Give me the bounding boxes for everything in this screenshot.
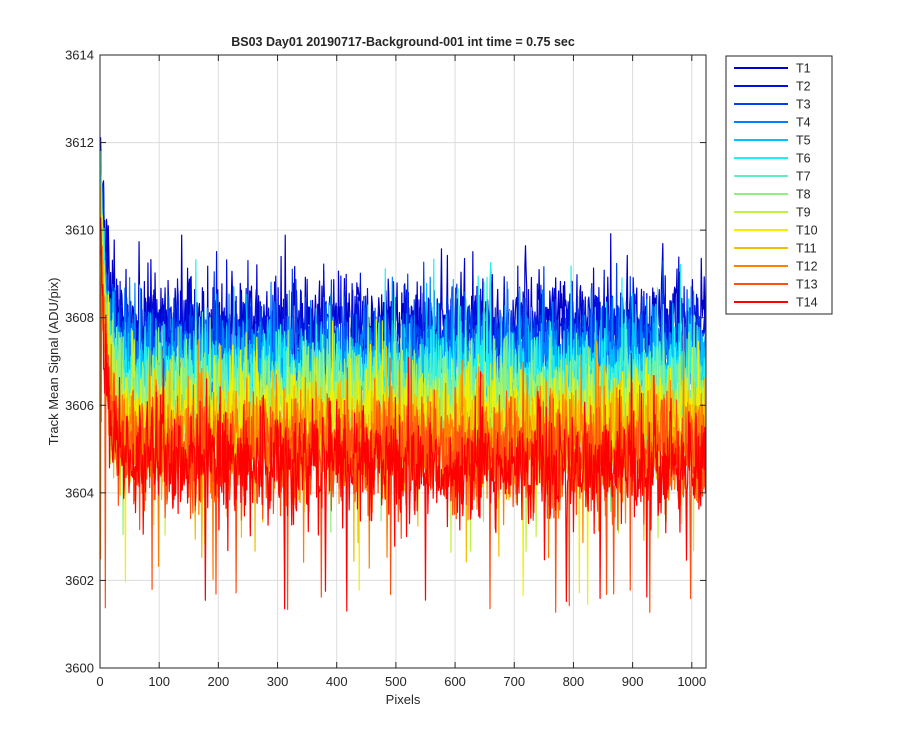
legend-label: T10 xyxy=(796,224,818,238)
series-layer xyxy=(100,137,706,613)
x-axis-label: Pixels xyxy=(386,692,421,707)
legend-item-t8[interactable]: T8 xyxy=(734,188,811,202)
y-tick-label: 3604 xyxy=(65,485,94,500)
legend-item-t9[interactable]: T9 xyxy=(734,206,811,220)
series-line-t14 xyxy=(100,217,706,612)
legend-item-t3[interactable]: T3 xyxy=(734,98,811,112)
x-tick-label: 100 xyxy=(148,674,170,689)
chart-title: BS03 Day01 20190717-Background-001 int t… xyxy=(231,35,575,49)
y-tick-label: 3608 xyxy=(65,310,94,325)
y-tick-label: 3606 xyxy=(65,398,94,413)
legend-item-t11[interactable]: T11 xyxy=(734,242,817,256)
x-tick-label: 700 xyxy=(503,674,525,689)
y-tick-label: 3602 xyxy=(65,573,94,588)
y-tick-label: 3614 xyxy=(65,48,94,63)
x-tick-label: 400 xyxy=(326,674,348,689)
x-tick-label: 1000 xyxy=(677,674,706,689)
legend-item-t7[interactable]: T7 xyxy=(734,170,811,184)
legend-label: T9 xyxy=(796,206,811,220)
y-tick-label: 3612 xyxy=(65,135,94,150)
legend-label: T4 xyxy=(796,116,811,130)
legend-label: T8 xyxy=(796,188,811,202)
x-tick-label: 800 xyxy=(563,674,585,689)
legend-label: T5 xyxy=(796,134,811,148)
ticks xyxy=(99,54,706,669)
legend-label: T2 xyxy=(796,80,811,94)
legend-box xyxy=(725,55,833,315)
y-tick-label: 3610 xyxy=(65,223,94,238)
legend-item-t2[interactable]: T2 xyxy=(734,80,811,94)
legend-label: T6 xyxy=(796,152,811,166)
x-tick-label: 0 xyxy=(96,674,103,689)
legend-item-t12[interactable]: T12 xyxy=(734,260,818,274)
legend-item-t10[interactable]: T10 xyxy=(734,224,818,238)
tick-labels: 0 100 200 300 400 500 600 700 800 900 1000 3600 3602… xyxy=(65,48,706,690)
legend-label: T1 xyxy=(796,62,811,76)
y-tick-label: 3600 xyxy=(65,661,94,676)
x-tick-label: 900 xyxy=(622,674,644,689)
legend-item-t1[interactable]: T1 xyxy=(734,62,811,76)
legend-item-t5[interactable]: T5 xyxy=(734,134,811,148)
x-tick-label: 200 xyxy=(208,674,230,689)
x-tick-label: 300 xyxy=(267,674,289,689)
legend-item-t14[interactable]: T14 xyxy=(734,296,818,310)
x-tick-label: 500 xyxy=(385,674,407,689)
legend-label: T12 xyxy=(796,260,818,274)
legend-item-t6[interactable]: T6 xyxy=(734,152,811,166)
x-tick-label: 600 xyxy=(444,674,466,689)
axes-box xyxy=(99,54,707,669)
legend-label: T13 xyxy=(796,278,818,292)
legend-label: T3 xyxy=(796,98,811,112)
legend[interactable]: T1 T2 T3 T4 T5 T6 T7 T8 T9 T10 T11 T12 T13 T14 xyxy=(725,55,833,315)
legend-label: T14 xyxy=(796,296,818,310)
y-axis-label: Track Mean Signal (ADU/pix) xyxy=(46,278,61,446)
legend-label: T11 xyxy=(796,242,817,256)
legend-label: T7 xyxy=(796,170,811,184)
legend-item-t13[interactable]: T13 xyxy=(734,278,818,292)
legend-item-t4[interactable]: T4 xyxy=(734,116,811,130)
